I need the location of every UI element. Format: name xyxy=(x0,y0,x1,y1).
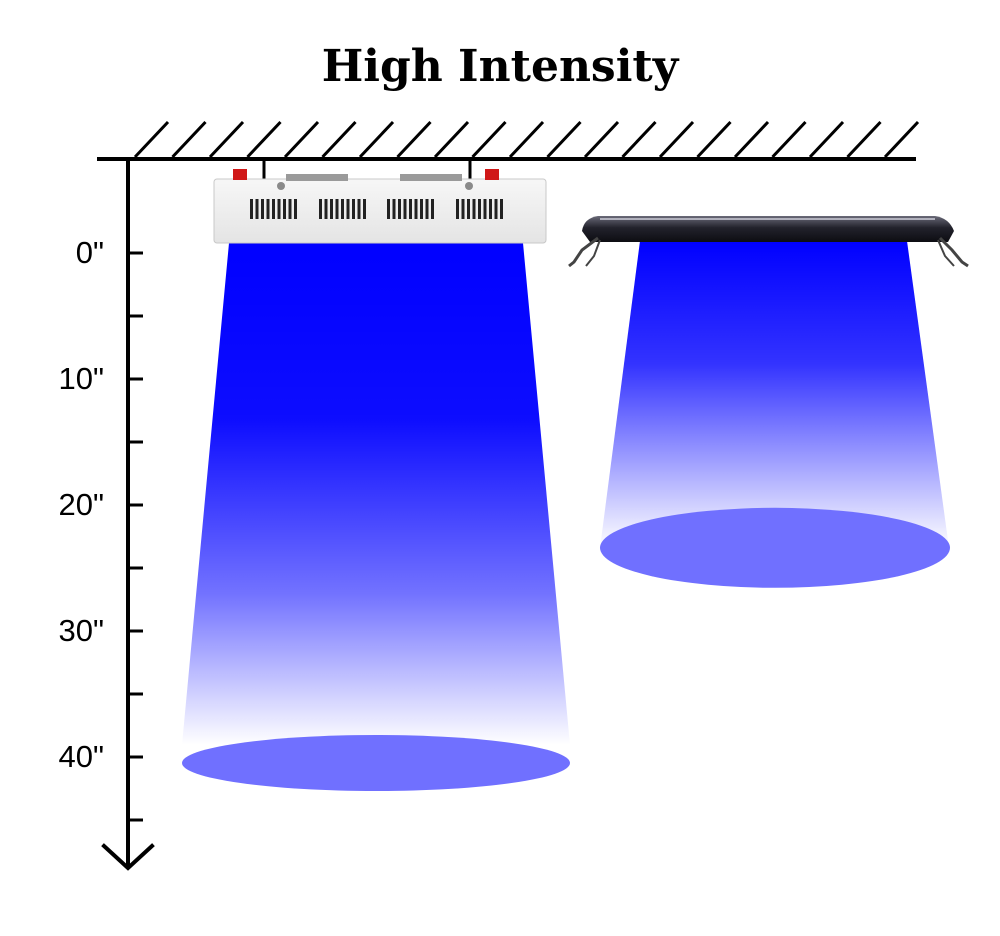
depth-label-30: 30" xyxy=(59,613,105,648)
ceiling-hatching xyxy=(133,120,920,159)
hatch-stroke xyxy=(771,120,807,159)
vent-slot xyxy=(431,199,434,219)
mounting-bracket-right-leg xyxy=(937,239,955,267)
hatch-stroke xyxy=(133,120,170,159)
vent-slot xyxy=(283,199,286,219)
hatch-stroke xyxy=(658,120,695,159)
power-switch-icon xyxy=(485,169,499,180)
vent-slot xyxy=(414,199,418,219)
connector-icon xyxy=(400,174,462,181)
screw-icon xyxy=(277,182,285,190)
vent-slot xyxy=(392,199,396,219)
vent-slot xyxy=(472,199,476,219)
vent-slot xyxy=(294,199,297,219)
mounting-bracket-right xyxy=(938,236,969,268)
vent-slot xyxy=(341,199,344,219)
bar-light-spot xyxy=(600,507,950,588)
vent-slot xyxy=(456,199,459,219)
depth-axis: 0" 10" 20" 30" 40" xyxy=(59,159,155,871)
vent-slot xyxy=(409,199,412,219)
hatch-stroke xyxy=(471,120,507,159)
vent-slot xyxy=(277,199,281,219)
depth-label-0: 0" xyxy=(76,235,104,270)
vent-slot xyxy=(387,199,390,219)
panel-light-beam xyxy=(182,243,570,745)
vent-slot xyxy=(346,199,350,219)
down-arrow-icon xyxy=(101,843,155,871)
vent-slot xyxy=(255,199,259,219)
hatch-stroke xyxy=(208,120,245,159)
vent-slot xyxy=(352,199,355,219)
depth-label-10: 10" xyxy=(59,361,105,396)
vent-slot xyxy=(483,199,487,219)
hatch-stroke xyxy=(696,120,732,159)
vent-slot xyxy=(398,199,401,219)
vent-slot xyxy=(335,199,339,219)
vent-slot xyxy=(478,199,481,219)
hatch-stroke xyxy=(546,120,582,159)
vent-slot xyxy=(266,199,270,219)
bar-light-beam xyxy=(600,241,949,548)
hatch-stroke xyxy=(171,120,207,159)
vent-slot xyxy=(261,199,264,219)
panel-body xyxy=(213,178,547,244)
hatch-stroke xyxy=(321,120,357,159)
hatch-stroke xyxy=(883,120,920,159)
connector-icon xyxy=(286,174,348,181)
hatch-stroke xyxy=(733,120,770,159)
screw-icon xyxy=(465,182,473,190)
vent-slot xyxy=(403,199,407,219)
vent-slot xyxy=(250,199,253,219)
vent-slot xyxy=(288,199,292,219)
vent-slot xyxy=(324,199,328,219)
vent-slot xyxy=(272,199,275,219)
mounting-bracket-left-leg xyxy=(585,239,601,267)
hatch-stroke xyxy=(246,120,282,159)
hatch-stroke xyxy=(396,120,432,159)
vent-slot xyxy=(467,199,470,219)
hatch-stroke xyxy=(433,120,470,159)
vent-slot xyxy=(357,199,361,219)
panel-light-spot xyxy=(182,735,570,791)
vent-slot xyxy=(494,199,498,219)
vent-slot xyxy=(500,199,503,219)
vent-slot xyxy=(461,199,465,219)
vent-slot xyxy=(420,199,423,219)
hatch-stroke xyxy=(283,120,320,159)
depth-label-40: 40" xyxy=(59,739,105,774)
depth-label-20: 20" xyxy=(59,487,105,522)
vent-slot xyxy=(489,199,492,219)
hatch-stroke xyxy=(808,120,845,159)
mounting-bracket-left xyxy=(568,236,599,268)
bar-body xyxy=(582,216,954,242)
vent-slot xyxy=(319,199,322,219)
vent-slot xyxy=(363,199,366,219)
hatch-stroke xyxy=(621,120,657,159)
hatch-stroke xyxy=(583,120,620,159)
hatch-stroke xyxy=(508,120,545,159)
power-switch-icon xyxy=(233,169,247,180)
hatch-stroke xyxy=(846,120,882,159)
vent-slot xyxy=(330,199,333,219)
hatch-stroke xyxy=(358,120,395,159)
diagram-title: High Intensity xyxy=(322,41,680,92)
led-bar-fixture xyxy=(568,216,969,588)
panel-vents xyxy=(250,199,503,219)
vent-slot xyxy=(425,199,429,219)
led-panel-fixture xyxy=(182,159,570,791)
ceiling xyxy=(97,120,920,161)
